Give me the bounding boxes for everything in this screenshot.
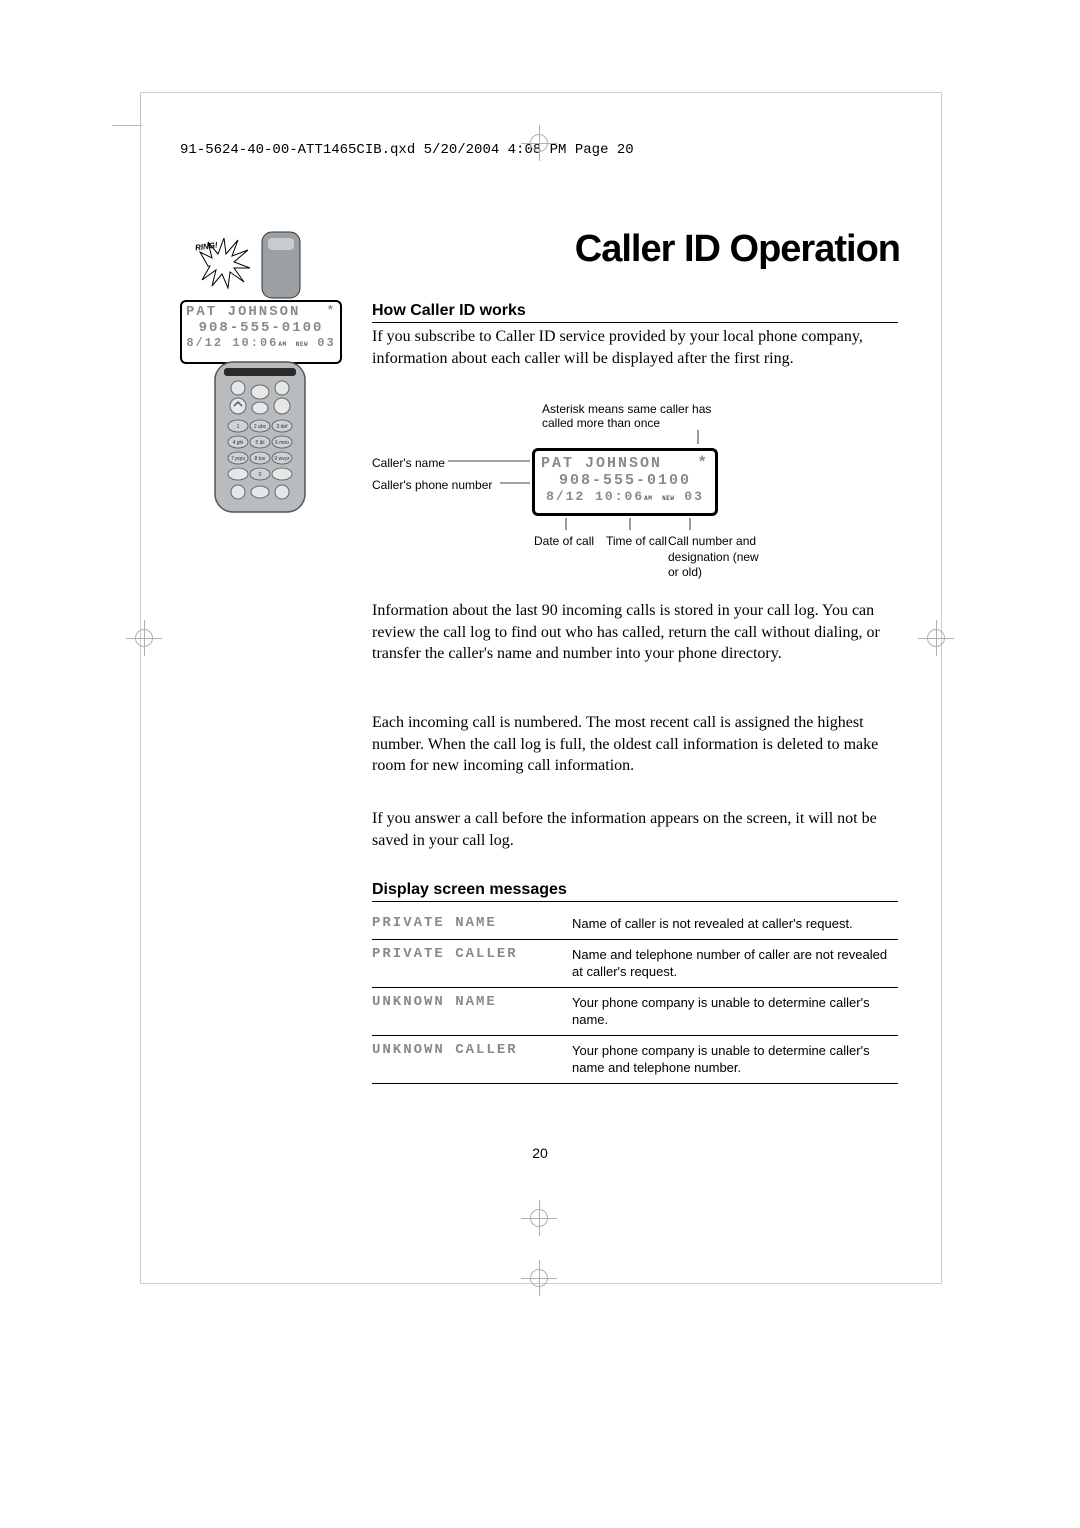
message-description: Your phone company is unable to determin… bbox=[572, 1042, 898, 1077]
lcd-caller-phone: 908-555-0100 bbox=[186, 320, 336, 336]
caller-id-diagram: Asterisk means same caller has called mo… bbox=[372, 400, 898, 580]
crop-mark bbox=[140, 96, 141, 126]
svg-text:8 tuv: 8 tuv bbox=[255, 456, 266, 462]
message-description: Name and telephone number of caller are … bbox=[572, 946, 898, 981]
svg-text:0: 0 bbox=[259, 472, 262, 478]
messages-table: PRIVATE NAME Name of caller is not revea… bbox=[372, 909, 898, 1084]
header-slug: 91-5624-40-00-ATT1465CIB.qxd 5/20/2004 4… bbox=[180, 142, 634, 158]
svg-text:7 pqrs: 7 pqrs bbox=[231, 456, 245, 462]
registration-mark bbox=[521, 1200, 557, 1236]
page-title: Caller ID Operation bbox=[330, 228, 900, 271]
handset-illustration: 1 2 abc 3 def 4 ghi 5 jkl 6 mno 7 pqrs 8 tuv 9… bbox=[210, 360, 310, 520]
table-row: UNKNOWN CALLER Your phone company is una… bbox=[372, 1036, 898, 1084]
svg-text:1: 1 bbox=[237, 424, 240, 430]
paragraph: If you answer a call before the informat… bbox=[372, 808, 902, 851]
message-label: UNKNOWN CALLER bbox=[372, 1042, 572, 1077]
page-number: 20 bbox=[0, 1145, 1080, 1161]
lcd-datetime: 8/12 10:06 bbox=[186, 336, 278, 350]
svg-text:6 mno: 6 mno bbox=[275, 440, 289, 446]
lcd-count: 03 bbox=[317, 336, 335, 350]
message-label: UNKNOWN NAME bbox=[372, 994, 572, 1029]
svg-text:3 def: 3 def bbox=[276, 424, 288, 430]
diagram-lines bbox=[372, 400, 898, 580]
svg-text:2 abc: 2 abc bbox=[254, 424, 267, 430]
registration-mark bbox=[126, 620, 162, 656]
registration-mark bbox=[918, 620, 954, 656]
svg-text:5 jkl: 5 jkl bbox=[256, 440, 265, 446]
crop-mark bbox=[112, 125, 142, 126]
lcd-caller-name: PAT JOHNSON bbox=[186, 304, 336, 320]
ring-burst-icon bbox=[188, 228, 318, 304]
svg-text:4 ghi: 4 ghi bbox=[233, 440, 244, 446]
message-description: Your phone company is unable to determin… bbox=[572, 994, 898, 1029]
lcd-new: NEW bbox=[296, 341, 308, 348]
table-row: PRIVATE CALLER Name and telephone number… bbox=[372, 940, 898, 988]
registration-mark bbox=[521, 1260, 557, 1296]
section-heading-how-works: How Caller ID works bbox=[372, 302, 898, 323]
handset-display-closeup: * PAT JOHNSON 908-555-0100 8/12 10:06AM … bbox=[180, 300, 342, 364]
paragraph: If you subscribe to Caller ID service pr… bbox=[372, 326, 902, 369]
paragraph: Each incoming call is numbered. The most… bbox=[372, 712, 902, 777]
message-label: PRIVATE CALLER bbox=[372, 946, 572, 981]
lcd-asterisk: * bbox=[327, 304, 336, 318]
paragraph: Information about the last 90 incoming c… bbox=[372, 600, 902, 665]
message-label: PRIVATE NAME bbox=[372, 915, 572, 933]
lcd-datetime-row: 8/12 10:06AM NEW 03 bbox=[186, 336, 336, 350]
table-row: UNKNOWN NAME Your phone company is unabl… bbox=[372, 988, 898, 1036]
registration-mark bbox=[521, 125, 557, 161]
section-heading-messages: Display screen messages bbox=[372, 881, 898, 902]
message-description: Name of caller is not revealed at caller… bbox=[572, 915, 898, 933]
lcd-am: AM bbox=[278, 341, 286, 348]
svg-text:9 wxyz: 9 wxyz bbox=[274, 456, 290, 462]
table-row: PRIVATE NAME Name of caller is not revea… bbox=[372, 909, 898, 940]
